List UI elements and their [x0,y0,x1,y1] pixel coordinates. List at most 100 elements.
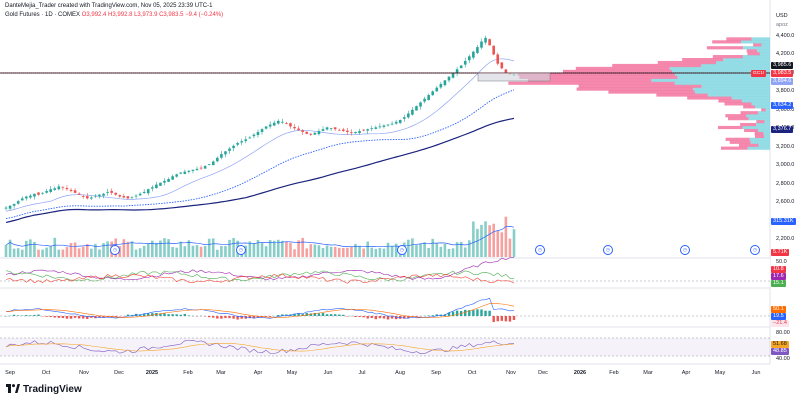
candle-body [126,196,130,199]
time-axis-label: Sep [5,370,15,376]
volume-bar [342,248,345,257]
macd-histogram-bar [25,315,28,316]
ma-mid-tag: 3,634.2 [771,102,794,109]
candle-body [260,129,264,132]
volume-bar [98,249,101,257]
ma-slow-tag: 3,376.7 [771,126,794,133]
candle-body [264,126,268,129]
candle-body [8,205,12,209]
unit-label[interactable]: apoz [776,22,788,28]
macd-histogram-bar [37,314,40,316]
macd-histogram-bar [285,314,288,316]
volume-bar [252,243,256,257]
volume-profile [508,37,770,150]
volume-profile-bar [724,102,752,106]
candles [4,35,516,211]
candle-body [366,129,369,131]
volume-bar [16,248,20,257]
logo-text: TradingView [23,384,82,395]
macd-histogram-bar [268,316,272,317]
calendar-event-icon[interactable]: ◷ [603,245,613,255]
symbol-legend[interactable]: Gold Futures · 1D · COMEX O3,992.4 H3,99… [5,11,223,19]
time-axis-label: Mar [643,370,653,376]
volume-bar [272,240,276,257]
volume-bar [455,242,459,257]
macd-histogram-bar [163,313,166,316]
currency-label[interactable]: USD [776,13,788,19]
calendar-event-icon[interactable]: ◷ [535,245,545,255]
volume-profile-bar [761,108,766,112]
volume-profile-bar [743,46,770,50]
macd-histogram [4,309,516,323]
volume-bar [57,249,61,257]
volume-bar [106,241,109,257]
volume-bar [77,248,81,257]
calendar-event-icon[interactable]: ◷ [110,245,120,255]
macd-histogram-bar [130,314,134,316]
volume-bar [94,243,97,257]
volume-bar [122,239,126,257]
time-axis-label: Dec [114,370,124,376]
candle-body [41,192,44,194]
last-price-tag: 3,983.5 [771,70,794,77]
candle-body [496,54,500,64]
candle-body [358,131,361,133]
calendar-event-icon[interactable]: ◷ [236,245,246,255]
macd-histogram-bar [228,316,231,319]
calendar-event-icon[interactable]: ◷ [680,245,690,255]
level-tag: 3,985.6 [771,62,794,69]
volume-bar [504,216,508,257]
candle-body [476,47,479,53]
volume-profile-bar [612,63,702,68]
volume-bar [496,230,500,257]
candle-body [203,166,207,169]
candle-body [94,195,97,197]
price-axis-label: 3,800.0 [776,88,795,95]
calendar-event-icon[interactable]: ◷ [750,245,760,255]
rsi-axis-top: 80.00 [776,330,790,336]
macd-histogram-bar [175,314,178,316]
candle-body [130,197,134,199]
macd-histogram-bar [468,310,471,316]
macd-histogram-bar [126,314,130,316]
candle-body [362,129,365,131]
macd-histogram-bar [386,316,390,320]
volume-bar [435,243,439,257]
volume-bar [102,243,105,257]
macd-histogram-bar [354,316,357,317]
macd-histogram-bar [374,316,378,320]
candle-body [317,131,321,135]
macd-histogram-bar [69,316,73,319]
volume-bar [500,232,504,257]
volume-bar [130,241,134,257]
macd-histogram-bar [147,313,150,316]
macd-histogram-bar [329,314,333,316]
volume-profile-bar [576,87,694,91]
macd-histogram-bar [183,313,187,316]
macd-histogram-bar [220,316,223,319]
candle-body [411,109,414,115]
candle-body [439,83,443,88]
macd-histogram-bar [358,316,361,317]
candle-body [142,191,146,193]
macd-histogram-bar [110,316,113,317]
tradingview-logo[interactable]: TradingView [6,384,82,395]
volume-bar [447,249,451,257]
calendar-event-icon[interactable]: ◷ [397,245,407,255]
candle-body [289,123,292,127]
candle-body [484,37,487,43]
macd-tag-1: 50.1 [771,306,786,313]
volume-bar [305,248,309,257]
volume-profile-bar [758,143,770,147]
volume-profile-bar [742,55,770,59]
volume-profile-bar [712,40,741,44]
symbol-name[interactable]: Gold Futures · 1D · COMEX [5,12,81,18]
macd-histogram-bar [260,316,264,317]
volume-profile-bar [763,131,770,136]
volume-profile-bar [723,57,770,62]
volume-bar [382,248,386,257]
candle-body [211,161,215,166]
volume-profile-bar [562,69,672,74]
volume-bar [394,243,398,257]
